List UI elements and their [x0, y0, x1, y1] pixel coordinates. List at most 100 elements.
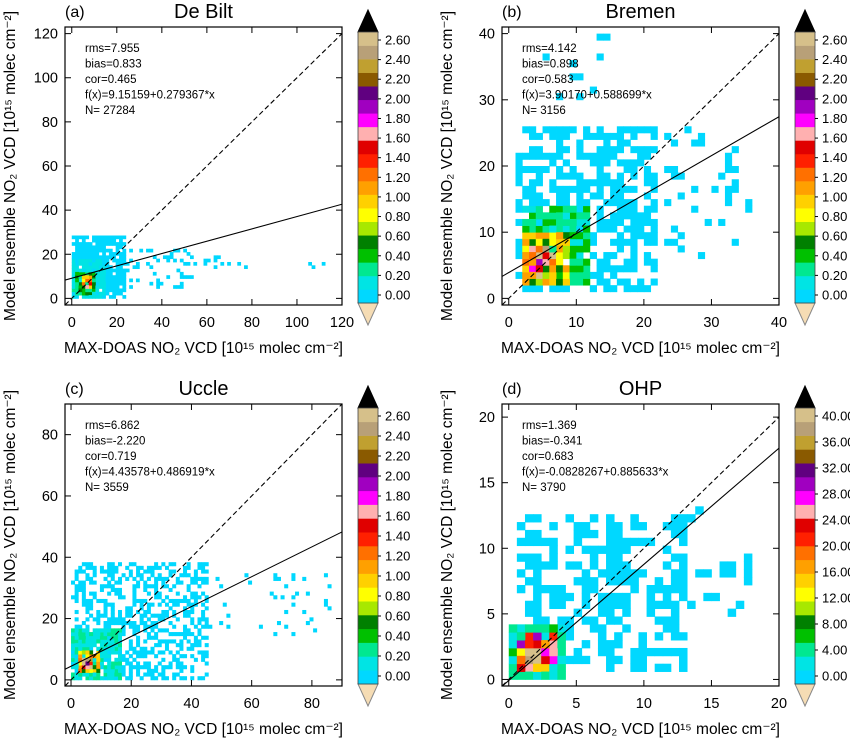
heatmap-cell: [197, 617, 202, 622]
heatmap-cell: [556, 225, 564, 233]
heatmap-cell: [114, 672, 119, 677]
heatmap-cell: [650, 126, 658, 134]
heatmap-cell: [115, 268, 120, 273]
heatmap-cell: [630, 199, 638, 207]
heatmap-cell: [154, 584, 159, 589]
heatmap-cell: [117, 617, 122, 622]
heatmap-cell: [508, 647, 518, 657]
colorbar-segment: [358, 113, 378, 128]
colorbar-segment: [358, 449, 378, 464]
heatmap-cell: [168, 661, 173, 666]
heatmap-cell: [105, 278, 110, 283]
heatmap-cell: [630, 218, 638, 226]
heatmap-cell: [637, 146, 645, 154]
heatmap-cell: [176, 268, 181, 273]
heatmap-cell: [556, 252, 564, 260]
heatmap-cell: [201, 569, 206, 574]
heatmap-cell: [589, 179, 597, 187]
heatmap-cell: [603, 33, 611, 41]
heatmap-cell: [557, 632, 566, 641]
heatmap-cell: [75, 271, 79, 276]
heatmap-cell: [161, 639, 166, 644]
heatmap-cell: [203, 258, 208, 263]
heatmap-cell: [150, 569, 155, 574]
heatmap-cell: [157, 565, 162, 570]
heatmap-cell: [81, 621, 86, 626]
heatmap-cell: [96, 598, 101, 604]
heatmap-cell: [132, 624, 137, 629]
heatmap-cell: [302, 576, 307, 581]
heatmap-cell: [583, 271, 591, 279]
heatmap-cell: [102, 252, 106, 256]
heatmap-cell: [74, 609, 79, 615]
heatmap-cell: [616, 265, 625, 273]
heatmap-cell: [603, 265, 611, 273]
heatmap-cell: [85, 639, 90, 644]
heatmap-cell: [193, 569, 198, 574]
heatmap-cell: [75, 238, 79, 243]
heatmap-cell: [154, 613, 159, 618]
heatmap-cell: [630, 185, 638, 193]
heatmap-cell: [175, 661, 180, 666]
heatmap-cell: [81, 291, 86, 296]
heatmap-cell: [204, 580, 209, 585]
heatmap-cell: [516, 537, 526, 547]
heatmap-cell: [136, 569, 141, 574]
heatmap-cell: [132, 628, 137, 633]
heatmap-cell: [183, 573, 188, 578]
heatmap-cells: [508, 506, 753, 680]
regression-line: [502, 447, 779, 686]
heatmap-cell: [175, 657, 180, 662]
heatmap-cell: [99, 632, 104, 637]
heatmap-cell: [81, 643, 86, 648]
heatmap-cell: [616, 245, 625, 253]
heatmap-cell: [529, 152, 537, 160]
heatmap-cell: [535, 152, 543, 160]
heatmap-cell: [630, 577, 639, 586]
colorbar-tick-label: 4.00: [822, 643, 847, 658]
heatmap-cell: [96, 609, 101, 615]
heatmap-cell: [616, 179, 625, 187]
heatmap-cell: [92, 288, 96, 293]
heatmap-cell: [107, 665, 112, 670]
heatmap-cell: [102, 248, 106, 253]
heatmap-cell: [107, 668, 112, 673]
heatmap-cell: [724, 185, 733, 193]
heatmap-cell: [542, 245, 550, 253]
heatmap-cell: [606, 553, 615, 562]
heatmap-cell: [596, 278, 604, 286]
heatmap-cell: [208, 624, 213, 629]
heatmap-cell: [88, 261, 93, 266]
stats-line: cor=0.465: [85, 74, 136, 86]
heatmap-cell: [596, 179, 604, 187]
heatmap-cell: [85, 235, 90, 240]
heatmap-cell: [291, 632, 296, 637]
heatmap-cell: [114, 565, 119, 570]
heatmap-cell: [569, 258, 577, 266]
heatmap-cell: [524, 600, 534, 610]
heatmap-cell: [122, 285, 127, 289]
heatmap-cell: [305, 591, 310, 596]
colorbar-tick-label: 0.20: [385, 268, 410, 283]
y-tick-label: 0: [487, 291, 495, 307]
heatmap-cell: [78, 248, 83, 253]
heatmap-cell: [186, 261, 191, 266]
heatmap-cell: [117, 661, 122, 666]
heatmap-cell: [95, 255, 100, 260]
heatmap-cell: [583, 132, 591, 140]
x-tick-label: 40: [183, 696, 199, 712]
heatmap-cell: [529, 185, 537, 193]
heatmap-cell: [524, 537, 534, 547]
heatmap-cell: [88, 265, 93, 269]
heatmap-cell: [179, 580, 184, 585]
heatmap-cell: [132, 657, 137, 662]
heatmap-cell: [327, 584, 332, 589]
colorbar-segment: [358, 490, 378, 505]
heatmap-cell: [556, 258, 564, 266]
heatmap-cell: [213, 265, 218, 269]
heatmap-cell: [291, 595, 296, 600]
heatmap-cell: [610, 152, 618, 160]
heatmap-cell: [103, 632, 108, 637]
heatmap-cell: [670, 585, 680, 594]
